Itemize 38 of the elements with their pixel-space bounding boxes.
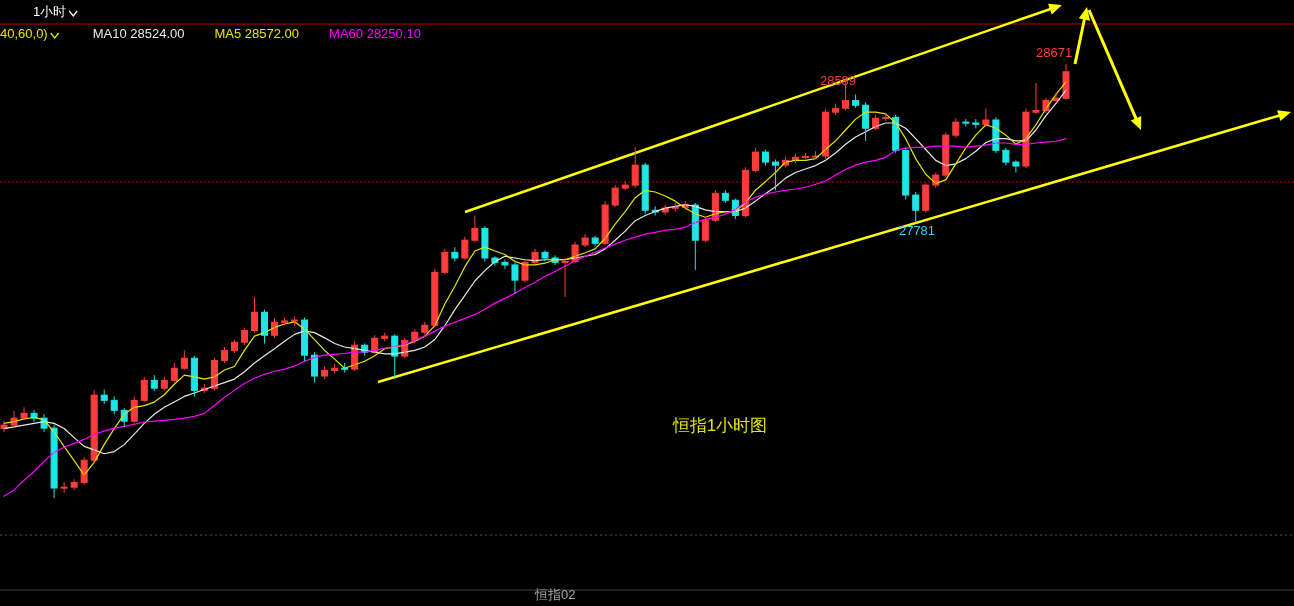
candlestick: [882, 112, 890, 122]
candlestick: [972, 118, 980, 129]
text: MA60 28250.10: [329, 26, 421, 42]
candlestick: [281, 316, 289, 327]
candlestick: [962, 118, 970, 127]
candlestick: [912, 191, 920, 223]
candlestick: [771, 158, 779, 191]
candlestick: [451, 246, 459, 262]
text: 28671: [1036, 45, 1073, 61]
candlestick: [541, 249, 549, 262]
text: 40,60,0): [0, 26, 48, 42]
text: 恒指1小时图: [671, 416, 768, 436]
candlestick: [561, 257, 569, 298]
candlestick: [321, 366, 329, 380]
candlestick: [80, 456, 88, 486]
candlestick: [70, 478, 78, 491]
candlestick: [1032, 82, 1040, 115]
text: MA5 28572.00: [214, 26, 300, 42]
candlestick: [852, 93, 860, 109]
candlestick: [60, 481, 68, 494]
candlestick: [761, 149, 769, 167]
candlestick: [1012, 159, 1020, 173]
text: 1小时: [33, 4, 67, 20]
annotation: 27781: [898, 223, 936, 239]
candlestick: [751, 147, 759, 173]
candlestick: [100, 389, 108, 405]
candlestick: [501, 259, 509, 270]
text: MA10 28524.00: [92, 26, 185, 42]
candlestick: [611, 184, 619, 208]
text: 恒指02: [534, 587, 576, 603]
candlestick: [581, 233, 589, 248]
candlestick: [832, 102, 840, 116]
candlestick: [631, 146, 639, 189]
candlestick: [982, 108, 990, 127]
candlestick: [291, 316, 299, 327]
candlestick: [671, 202, 679, 213]
candlestick: [591, 235, 599, 247]
candlestick: [511, 261, 519, 295]
